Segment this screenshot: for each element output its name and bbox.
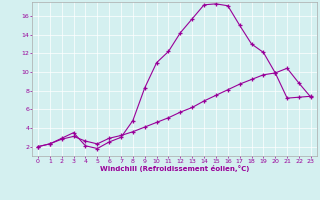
X-axis label: Windchill (Refroidissement éolien,°C): Windchill (Refroidissement éolien,°C) [100,165,249,172]
